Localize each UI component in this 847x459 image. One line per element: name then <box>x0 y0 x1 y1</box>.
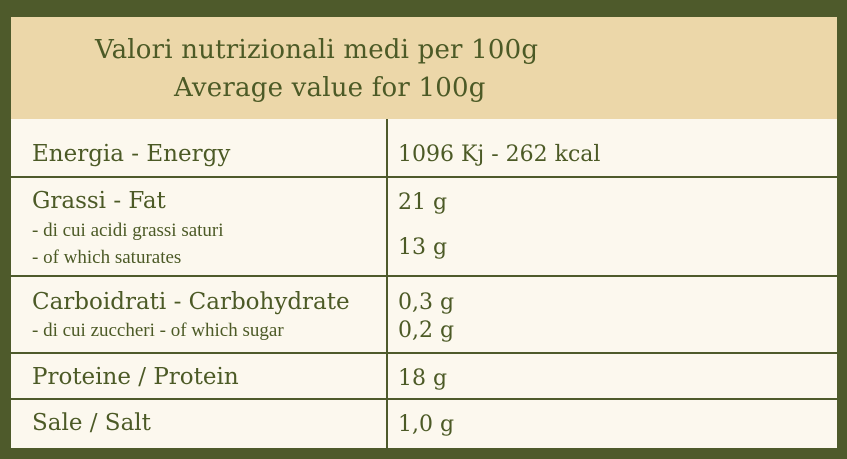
protein-label: Proteine / Protein <box>32 364 239 390</box>
salt-label: Sale / Salt <box>32 410 151 436</box>
header-title-italian: Valori nutrizionali medi per 100g <box>95 35 539 65</box>
energy-label: Energia - Energy <box>32 141 231 167</box>
row-divider <box>11 275 837 277</box>
fat-label: Grassi - Fat <box>32 188 166 214</box>
sugar-label: - di cui zuccheri - of which sugar <box>32 320 284 341</box>
carbohydrate-value: 0,3 g <box>398 290 455 315</box>
saturates-label-italian: - di cui acidi grassi saturi <box>32 220 224 241</box>
energy-value: 1096 Kj - 262 kcal <box>398 142 601 167</box>
row-divider <box>11 398 837 400</box>
salt-value: 1,0 g <box>398 412 455 437</box>
fat-value: 21 g <box>398 190 448 215</box>
column-divider <box>386 119 388 448</box>
saturates-value: 13 g <box>398 235 448 260</box>
row-divider <box>11 352 837 354</box>
protein-value: 18 g <box>398 366 448 391</box>
header-title-english: Average value for 100g <box>174 73 486 103</box>
table-header: Valori nutrizionali medi per 100g Averag… <box>11 17 837 119</box>
nutrition-table: Valori nutrizionali medi per 100g Averag… <box>11 17 837 448</box>
row-divider <box>11 176 837 178</box>
sugar-value: 0,2 g <box>398 318 455 343</box>
saturates-label-english: - of which saturates <box>32 247 182 268</box>
carbohydrate-label: Carboidrati - Carbohydrate <box>32 289 350 315</box>
